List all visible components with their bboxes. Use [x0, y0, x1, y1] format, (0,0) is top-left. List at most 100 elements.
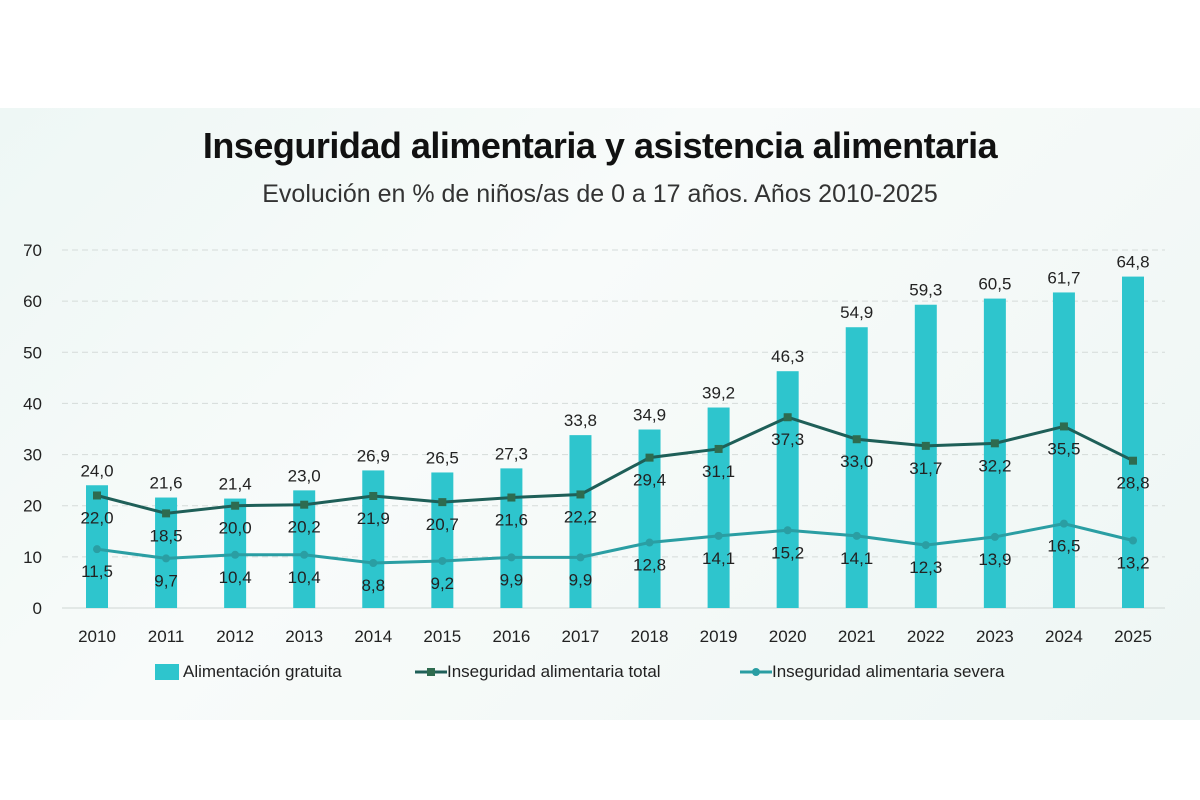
line-data-label: 29,4 — [633, 471, 666, 490]
bar-data-label: 39,2 — [702, 384, 735, 403]
line-marker — [990, 439, 999, 448]
line-marker — [162, 509, 171, 518]
bar — [431, 472, 454, 608]
x-tick-label: 2025 — [1114, 627, 1152, 646]
line-data-label: 12,3 — [909, 558, 942, 577]
bar-data-label: 21,4 — [219, 475, 252, 494]
x-tick-label: 2011 — [148, 627, 185, 646]
x-tick-label: 2015 — [423, 627, 461, 646]
line-marker — [1059, 422, 1068, 431]
line-data-label: 13,9 — [978, 550, 1011, 569]
bar — [500, 468, 523, 608]
line-marker — [714, 444, 723, 453]
line-marker — [576, 553, 585, 562]
bar-data-label: 46,3 — [771, 347, 804, 366]
line-marker — [438, 556, 447, 565]
bar-data-label: 24,0 — [80, 461, 113, 480]
x-tick-label: 2022 — [907, 627, 945, 646]
y-tick-label: 70 — [23, 241, 42, 260]
x-tick-label: 2013 — [285, 627, 323, 646]
bar — [983, 298, 1006, 608]
line-marker — [783, 413, 792, 422]
line-marker — [93, 545, 101, 554]
x-tick-label: 2024 — [1045, 627, 1083, 646]
bar-data-label: 60,5 — [978, 275, 1011, 294]
line-data-label: 21,9 — [357, 509, 390, 528]
line-data-label: 37,3 — [771, 430, 804, 449]
line-marker — [714, 531, 723, 540]
y-tick-label: 20 — [23, 497, 42, 516]
bar-data-label: 33,8 — [564, 411, 597, 430]
line-data-label: 32,2 — [978, 456, 1011, 475]
legend-item-severe: Inseguridad alimentaria severa — [740, 662, 1004, 682]
line-data-label: 31,7 — [909, 459, 942, 478]
line-data-label: 20,7 — [426, 515, 459, 534]
bar-data-label: 34,9 — [633, 406, 666, 425]
bar — [1122, 276, 1144, 608]
legend-label: Inseguridad alimentaria severa — [772, 662, 1005, 681]
line-data-label: 14,1 — [702, 549, 735, 568]
line-data-label: 8,8 — [361, 576, 385, 595]
line-data-label: 20,2 — [288, 518, 321, 537]
line-data-label: 20,0 — [219, 519, 252, 538]
bar — [638, 429, 661, 608]
line-data-label: 31,1 — [702, 462, 735, 481]
bar-data-label: 21,6 — [150, 474, 183, 493]
line-marker — [231, 550, 240, 559]
line-marker — [645, 453, 654, 462]
x-tick-label: 2021 — [838, 627, 876, 646]
line-marker — [921, 441, 930, 450]
line-marker — [369, 558, 378, 567]
bar-data-label: 54,9 — [840, 303, 873, 322]
series-line-1 — [96, 415, 1134, 515]
line-data-label: 16,5 — [1047, 537, 1080, 556]
y-tick-label: 30 — [23, 446, 42, 465]
line-marker — [645, 538, 654, 547]
bar-data-label: 59,3 — [909, 281, 942, 300]
line-marker — [300, 500, 309, 509]
bar — [776, 371, 799, 608]
legend-item-total: Inseguridad alimentaria total — [415, 662, 661, 682]
bar — [1052, 292, 1075, 608]
line-marker — [783, 526, 792, 535]
bar — [914, 304, 937, 608]
y-tick-label: 50 — [23, 343, 42, 362]
x-tick-label: 2023 — [976, 627, 1014, 646]
y-tick-label: 0 — [33, 599, 42, 618]
bar-data-label: 64,8 — [1116, 253, 1149, 272]
line-data-label: 10,4 — [219, 568, 252, 587]
line-data-label: 12,8 — [633, 556, 666, 575]
x-tick-label: 2014 — [354, 627, 392, 646]
line-marker — [438, 498, 447, 507]
bar — [293, 490, 316, 608]
x-tick-label: 2012 — [216, 627, 254, 646]
x-tick-label: 2019 — [700, 627, 738, 646]
line-data-label: 9,9 — [569, 570, 593, 589]
line-data-label: 11,5 — [81, 562, 113, 581]
y-tick-label: 40 — [23, 394, 42, 413]
bar — [707, 407, 730, 608]
line-data-label: 15,2 — [771, 543, 804, 562]
bar-data-label: 26,5 — [426, 448, 459, 467]
line-data-label: 21,6 — [495, 511, 528, 530]
line-marker — [93, 491, 101, 500]
line-marker — [507, 493, 516, 502]
line-data-label: 22,0 — [80, 508, 113, 527]
line-marker — [1129, 536, 1137, 545]
line-marker — [369, 491, 378, 500]
series-line-2 — [96, 522, 1134, 565]
x-tick-label: 2016 — [492, 627, 530, 646]
bar-data-label: 23,0 — [288, 466, 321, 485]
bar-data-label: 27,3 — [495, 444, 528, 463]
line-data-label: 22,2 — [564, 507, 597, 526]
bar-data-label: 26,9 — [357, 446, 390, 465]
x-tick-label: 2020 — [769, 627, 807, 646]
legend-swatch-total — [415, 668, 447, 676]
line-marker — [231, 501, 240, 510]
line-marker — [1059, 519, 1068, 528]
line-data-label: 33,0 — [840, 452, 873, 471]
bar — [569, 435, 592, 608]
y-tick-label: 60 — [23, 292, 42, 311]
line-data-label: 35,5 — [1047, 439, 1080, 458]
